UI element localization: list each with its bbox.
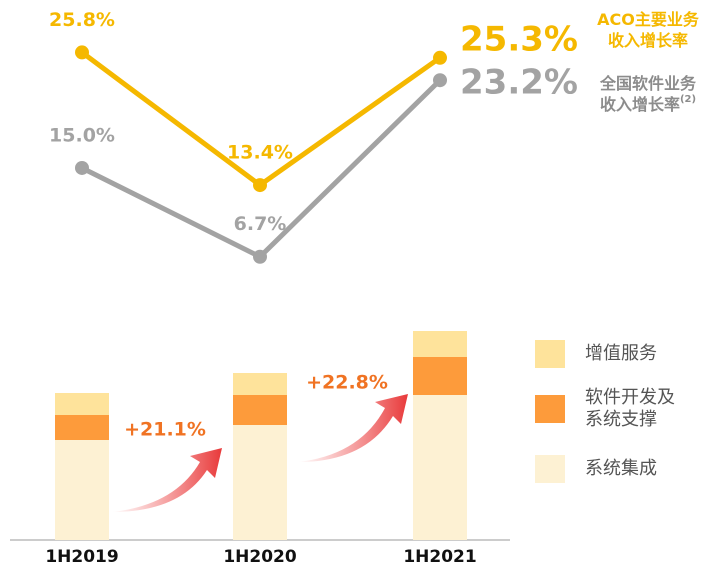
legend-swatch xyxy=(535,395,565,423)
bar-segment xyxy=(55,415,109,440)
growth-arrow xyxy=(112,448,222,512)
legend-swatch xyxy=(535,455,565,483)
legend-line: 系统支撑 xyxy=(585,409,657,430)
legend-note: (2) xyxy=(680,94,696,105)
legend-line: 软件开发及 xyxy=(585,387,675,408)
bar-segment xyxy=(233,395,287,425)
legend-line: 收入增长率 xyxy=(608,31,688,50)
bar-segment xyxy=(413,395,467,540)
legend-line: 增值服务 xyxy=(585,343,657,364)
growth-arrow xyxy=(298,394,408,462)
x-tick-label: 1H2021 xyxy=(403,547,476,567)
legend-label: 软件开发及系统支撑 xyxy=(585,387,675,430)
legend-label: 全国软件业务收入增长率(2) xyxy=(599,74,697,114)
legend-line: 系统集成 xyxy=(585,458,657,479)
legend-swatch xyxy=(535,340,565,368)
point xyxy=(75,45,89,60)
point xyxy=(253,249,267,264)
point xyxy=(433,50,447,65)
bar-segment xyxy=(55,440,109,540)
growth-label: +21.1% xyxy=(124,419,206,441)
bar-segment xyxy=(233,373,287,395)
bar-segment xyxy=(55,393,109,415)
bar-segment xyxy=(233,425,287,540)
x-tick-label: 1H2020 xyxy=(223,547,297,567)
legend-label: ACO主要业务收入增长率 xyxy=(597,10,700,50)
x-tick-label: 1H2019 xyxy=(45,547,118,567)
data-label: 13.4% xyxy=(227,142,293,164)
data-label: 6.7% xyxy=(234,213,287,235)
legend-line: 收入增长率 xyxy=(600,95,680,114)
line xyxy=(80,50,442,189)
bar-segment xyxy=(413,331,467,357)
data-label: 25.3% xyxy=(460,19,578,59)
data-label: 25.8% xyxy=(49,9,115,31)
point xyxy=(433,73,447,88)
bar-segment xyxy=(413,357,467,395)
growth-label: +22.8% xyxy=(306,372,388,394)
data-label: 15.0% xyxy=(49,124,115,146)
data-label: 23.2% xyxy=(460,63,578,103)
point xyxy=(75,160,89,175)
legend-label: 系统集成 xyxy=(585,458,657,479)
legend-line: 全国软件业务 xyxy=(599,74,697,93)
point xyxy=(253,178,267,193)
legend-line: ACO主要业务 xyxy=(597,10,700,29)
legend-label: 增值服务 xyxy=(585,343,657,364)
